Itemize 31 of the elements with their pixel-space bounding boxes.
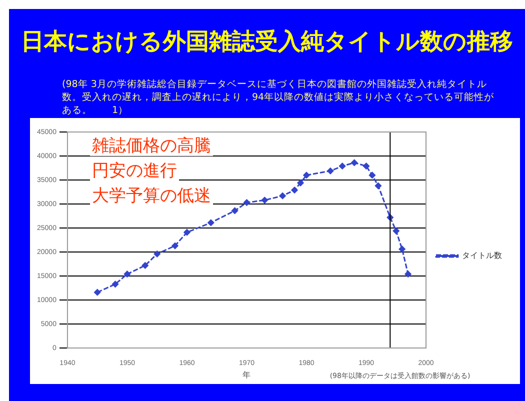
point <box>279 192 286 200</box>
point <box>142 262 148 269</box>
point <box>172 242 178 250</box>
point <box>184 229 190 236</box>
point <box>208 219 214 226</box>
point <box>297 180 304 186</box>
point <box>291 186 298 194</box>
point <box>243 199 250 206</box>
point <box>261 196 268 204</box>
point <box>392 228 400 234</box>
point <box>232 207 238 214</box>
x-axis-title: 年 <box>242 370 251 380</box>
chart-subtitle: (98年 3月の学術雑誌総合目録データベースに基づく日本の図書館の外国雑誌受入れ純タイトル数。受入れの遅れ，調査上の遅れにより，94年以降の数値は実際より小さくなっている可能性がある。 1） <box>62 78 496 117</box>
point <box>303 172 310 178</box>
point <box>124 270 130 278</box>
annotation: 大学予算の低迷 <box>90 186 213 206</box>
point <box>404 270 412 278</box>
annotation: 雑誌価格の高騰 <box>90 136 213 156</box>
point <box>327 168 334 174</box>
chart-title: 日本における外国雑誌受入純タイトル数の推移 <box>20 28 514 57</box>
point <box>154 250 160 258</box>
point <box>398 246 406 252</box>
point <box>374 182 382 190</box>
legend-label: タイトル数 <box>462 251 502 260</box>
point <box>351 159 358 166</box>
point <box>112 280 119 288</box>
annotation: 円安の進行 <box>90 161 179 181</box>
point <box>339 162 346 170</box>
point <box>362 162 370 170</box>
point <box>94 289 101 296</box>
point <box>368 172 376 178</box>
